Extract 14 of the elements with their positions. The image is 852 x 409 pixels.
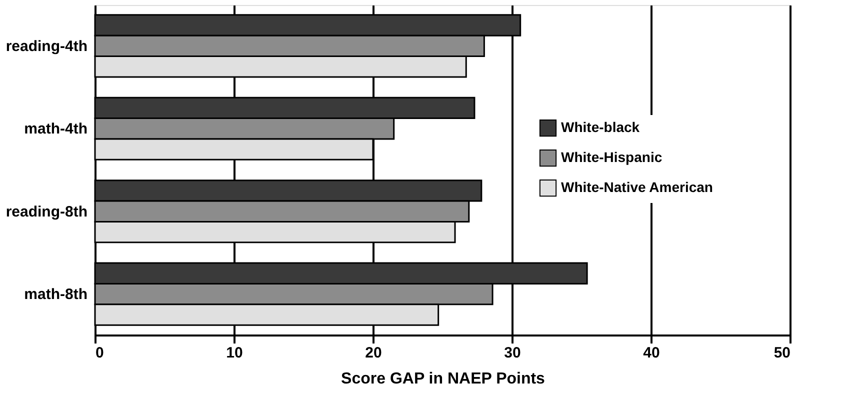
x-tick-label: 0 xyxy=(96,344,104,362)
x-tick-label: 50 xyxy=(774,344,790,362)
legend-label: White-Native American xyxy=(561,179,713,195)
y-tick-label: reading-4th xyxy=(6,38,88,55)
legend-label: White-black xyxy=(561,119,640,135)
y-tick-label: math-4th xyxy=(24,120,88,138)
legend-label: White-Hispanic xyxy=(561,149,662,165)
y-tick-label: math-8th xyxy=(24,286,88,304)
x-tick-label: 40 xyxy=(643,344,660,362)
y-tick-label: reading-8th xyxy=(6,203,88,220)
x-tick-label: 30 xyxy=(504,344,521,362)
x-axis-title: Score GAP in NAEP Points xyxy=(341,370,546,388)
x-tick-label: 10 xyxy=(226,344,243,362)
x-tick-label: 20 xyxy=(365,344,382,362)
